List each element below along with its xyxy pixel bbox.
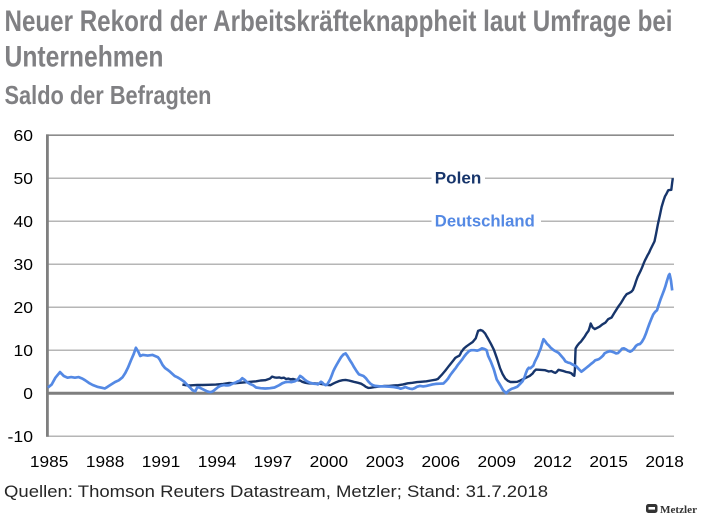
svg-text:2003: 2003 xyxy=(366,454,405,471)
svg-text:Polen: Polen xyxy=(435,170,482,188)
svg-text:40: 40 xyxy=(14,214,34,231)
svg-text:Quellen: Thomson Reuters Datas: Quellen: Thomson Reuters Datastream, Met… xyxy=(4,482,548,501)
svg-text:2009: 2009 xyxy=(478,454,517,471)
svg-text:2018: 2018 xyxy=(645,454,684,471)
svg-text:Saldo der Befragten: Saldo der Befragten xyxy=(5,80,212,110)
svg-text:20: 20 xyxy=(14,300,34,317)
svg-text:-10: -10 xyxy=(8,429,34,446)
svg-text:60: 60 xyxy=(14,128,34,145)
svg-text:Unternehmen: Unternehmen xyxy=(5,41,164,74)
svg-text:1988: 1988 xyxy=(86,454,125,471)
svg-text:Deutschland: Deutschland xyxy=(435,213,535,231)
svg-text:30: 30 xyxy=(14,257,34,274)
svg-text:1985: 1985 xyxy=(30,454,69,471)
svg-text:1994: 1994 xyxy=(198,454,237,471)
svg-text:0: 0 xyxy=(23,386,33,403)
svg-text:2012: 2012 xyxy=(534,454,573,471)
svg-text:2015: 2015 xyxy=(589,454,628,471)
svg-text:1997: 1997 xyxy=(254,454,293,471)
svg-text:2006: 2006 xyxy=(422,454,461,471)
svg-text:Metzler: Metzler xyxy=(660,505,697,516)
svg-text:Neuer Rekord der Arbeitskräfte: Neuer Rekord der Arbeitskräfteknappheit … xyxy=(5,5,673,38)
svg-text:50: 50 xyxy=(14,171,34,188)
svg-text:10: 10 xyxy=(14,343,34,360)
svg-text:1991: 1991 xyxy=(142,454,181,471)
svg-text:2000: 2000 xyxy=(310,454,349,471)
